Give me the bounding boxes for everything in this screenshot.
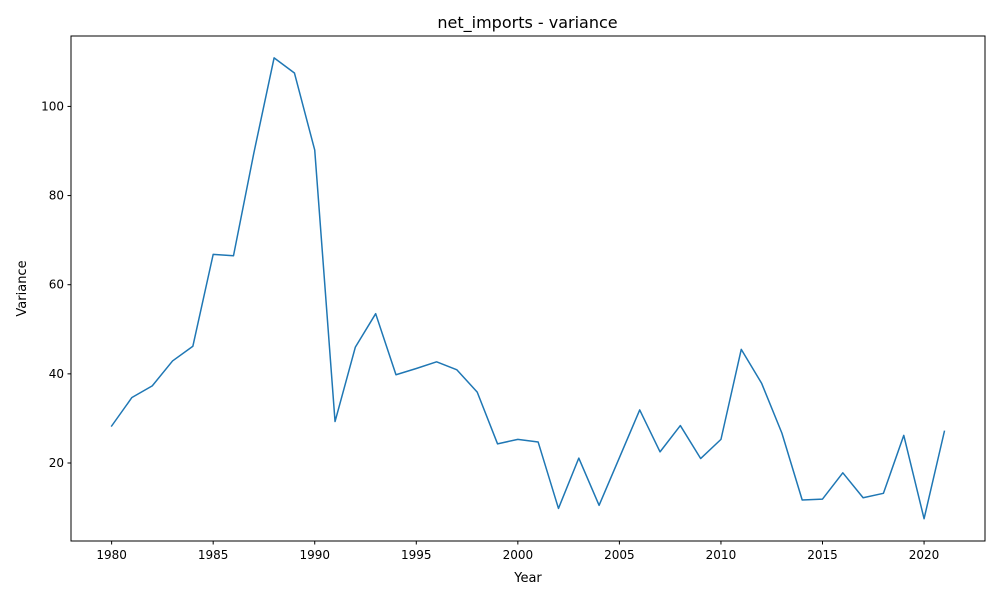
plot-area-frame — [70, 35, 986, 542]
y-tick-label: 80 — [49, 189, 64, 203]
x-tick-label: 1995 — [401, 548, 432, 562]
y-axis-label: Variance — [15, 260, 30, 316]
x-tick-label: 1985 — [198, 548, 229, 562]
x-tick-label: 2000 — [503, 548, 534, 562]
y-tick-label: 60 — [49, 278, 64, 292]
x-tick-label: 2020 — [909, 548, 940, 562]
series-group — [110, 57, 946, 520]
x-axis-label: Year — [513, 571, 542, 586]
series-line — [110, 57, 946, 520]
y-tick-label: 40 — [49, 367, 64, 381]
chart-title: net_imports - variance — [437, 13, 617, 33]
x-tick-label: 2005 — [604, 548, 635, 562]
y-tick-label: 20 — [49, 456, 64, 470]
x-tick-label: 1980 — [96, 548, 127, 562]
x-tick-label: 2015 — [807, 548, 838, 562]
y-tick-label: 100 — [41, 99, 64, 113]
x-tick-label: 1990 — [299, 548, 330, 562]
x-axis-ticks: 1980 1985 1990 1995 2000 2005 2010 2015 2020 — [96, 541, 939, 562]
x-tick-label: 2010 — [706, 548, 737, 562]
y-axis-ticks: 20 40 60 80 100 — [41, 99, 71, 470]
